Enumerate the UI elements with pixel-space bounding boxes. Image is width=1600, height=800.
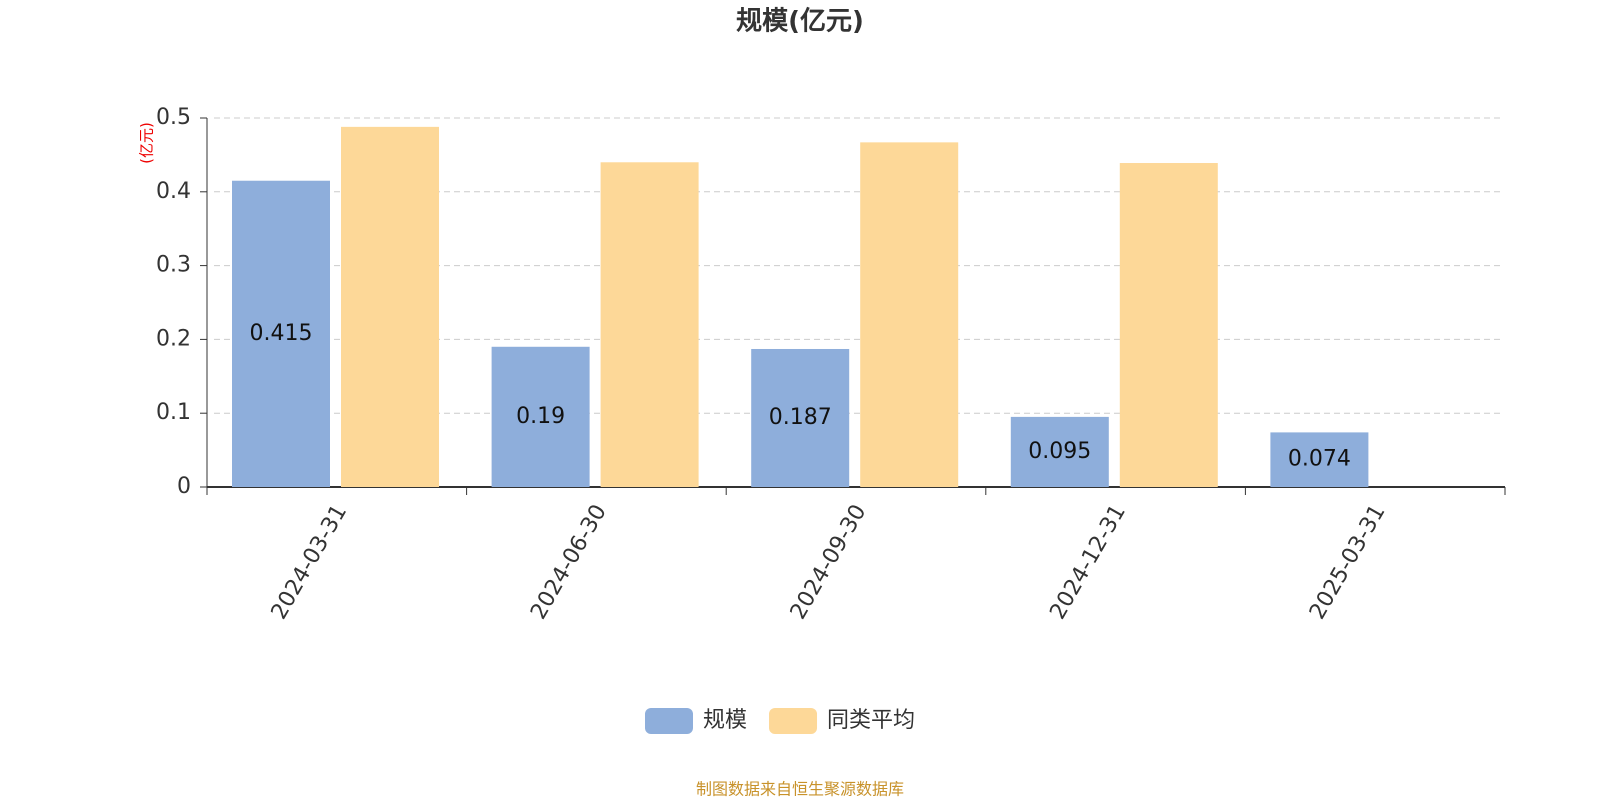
y-tick-label: 0.3 (156, 253, 191, 278)
data-label: 0.415 (250, 321, 313, 346)
y-tick-label: 0 (177, 474, 191, 499)
y-tick-label: 0.2 (156, 326, 191, 351)
x-tick-label: 2024-09-30 (786, 501, 872, 624)
data-label: 0.187 (769, 405, 832, 430)
legend-label: 同类平均 (827, 708, 915, 733)
bar (751, 348, 850, 487)
data-label: 0.074 (1288, 447, 1351, 472)
x-tick-label: 2024-03-31 (267, 501, 353, 624)
source-note: 制图数据来自恒生聚源数据库 (696, 780, 904, 799)
y-axis-label: (亿元) (138, 122, 156, 164)
legend-swatch (645, 708, 693, 734)
y-tick-label: 0.1 (156, 400, 191, 425)
x-tick-label: 2025-03-31 (1305, 501, 1391, 624)
data-label: 0.19 (516, 404, 565, 429)
bar (1010, 416, 1109, 487)
bar (600, 162, 699, 487)
chart-title: 规模(亿元) (736, 7, 864, 37)
legend-swatch (769, 708, 818, 734)
x-tick-label: 2024-06-30 (526, 501, 612, 624)
bar (491, 346, 590, 487)
bar (1270, 432, 1369, 487)
y-tick-label: 0.4 (156, 179, 191, 204)
bar (1119, 163, 1218, 487)
bar (232, 180, 330, 488)
legend-label: 规模 (703, 708, 747, 733)
x-tick-label: 2024-12-31 (1045, 501, 1131, 624)
bar (860, 142, 959, 487)
data-label: 0.095 (1028, 439, 1091, 464)
y-tick-label: 0.5 (156, 105, 191, 130)
bar (341, 126, 439, 487)
